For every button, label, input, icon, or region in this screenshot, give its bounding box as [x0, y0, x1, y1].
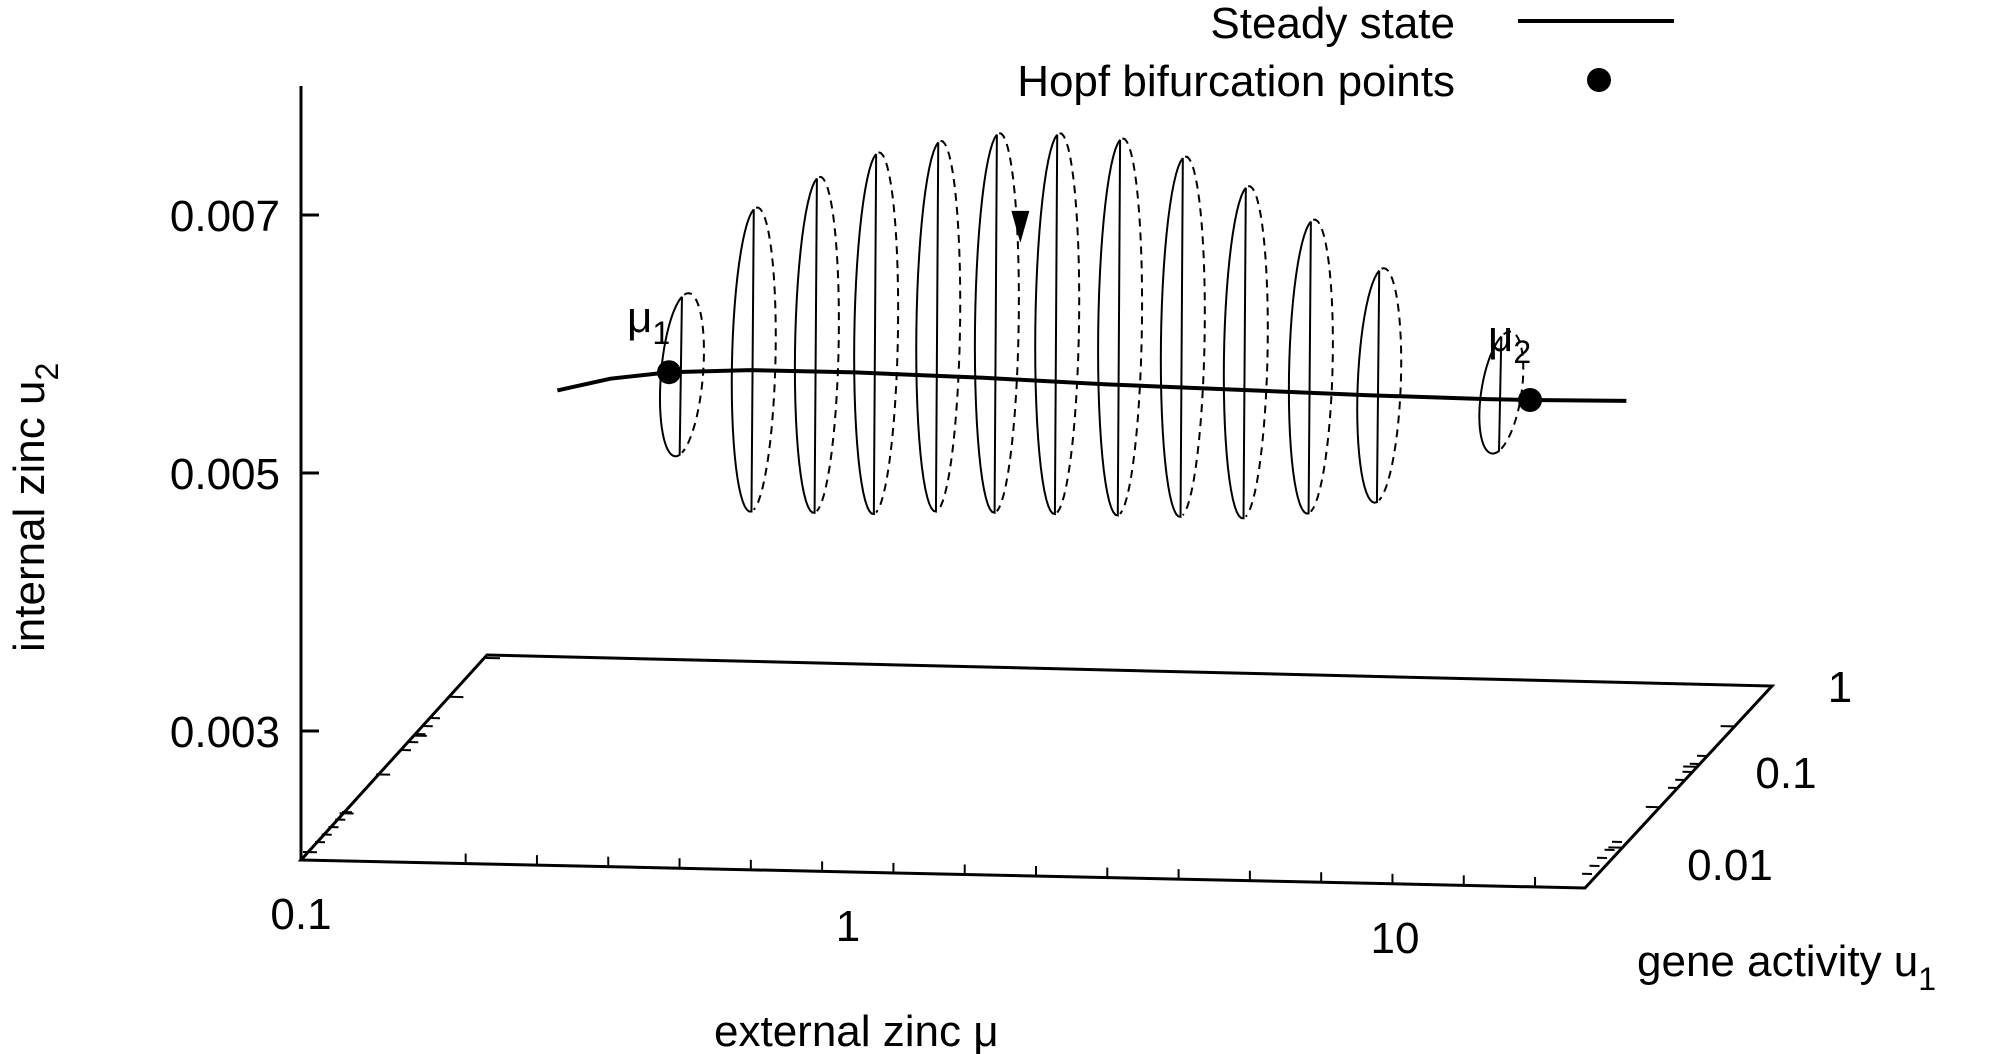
limit-cycles: [658, 132, 1525, 520]
limit-cycle-back: [1119, 137, 1144, 515]
limit-cycle-front: [1478, 335, 1503, 455]
hopf-annotation-symbol: μ: [627, 293, 652, 342]
z-axis-ticks: 0.007 0.005 0.003: [170, 192, 319, 757]
y-axis-title-sub: 1: [1918, 961, 1936, 997]
hopf-point: [1518, 388, 1543, 413]
annotations-layer: μ1 μ2: [627, 210, 1531, 370]
limit-cycle-front: [853, 153, 878, 516]
y-axis-ticks: 10.1 0.01: [1687, 663, 1852, 890]
limit-cycle-front: [1097, 139, 1122, 517]
legend: Steady state Hopf bifurcation points: [1017, 0, 1674, 106]
flow-arrow: [1011, 210, 1030, 243]
limit-cycle-front: [658, 296, 683, 458]
y-tick-label: 0.1: [1755, 749, 1816, 798]
hopf-points-layer: [657, 360, 1543, 413]
legend-label-steady-state: Steady state: [1210, 0, 1455, 48]
x-axis-ticks: 0.1 1 10: [270, 890, 1419, 963]
limit-cycle-back: [996, 132, 1020, 512]
limit-cycle-front: [1287, 220, 1312, 515]
limit-cycle-back: [1182, 155, 1206, 516]
limit-cycle-back: [1244, 185, 1269, 518]
floor-plane: [297, 653, 1776, 890]
x-axis-title: external zinc μ: [714, 1007, 999, 1054]
x-tick-label: 0.1: [270, 890, 331, 939]
limit-cycle-back: [1378, 267, 1403, 501]
z-axis-title-sub: 2: [29, 363, 65, 381]
y-axis-title-main: gene activity u: [1637, 937, 1918, 986]
z-axis-title: internal zinc u2: [5, 363, 65, 652]
limit-cycle-front: [915, 141, 940, 513]
limit-cycle-front: [730, 208, 755, 513]
limit-cycle-back: [681, 292, 705, 454]
limit-cycle-front: [1159, 157, 1184, 519]
hopf-annotation: μ1: [627, 293, 670, 351]
limit-cycle-front: [1356, 270, 1381, 504]
limit-cycle-front: [973, 134, 998, 515]
y-tick-label: 1: [1828, 663, 1852, 712]
z-tick-label: 0.003: [170, 708, 280, 757]
hopf-point: [657, 360, 682, 385]
x-tick-label: 1: [836, 902, 860, 951]
z-tick-label: 0.005: [170, 450, 280, 499]
y-axis-title: gene activity u1: [1637, 937, 1936, 997]
limit-cycle-back: [937, 139, 962, 511]
floor-minor-ticks: [302, 657, 1773, 889]
z-axis-title-main: internal zinc u: [5, 381, 54, 652]
hopf-annotation-symbol: μ: [1488, 312, 1513, 361]
x-tick-label: 10: [1371, 914, 1420, 963]
limit-cycle-back: [816, 175, 840, 512]
legend-hopf-points-swatch: [1587, 68, 1611, 92]
hopf-annotation: μ2: [1488, 312, 1531, 370]
limit-cycle-front: [1034, 134, 1059, 516]
limit-cycle-back: [1056, 132, 1081, 514]
limit-cycle-back: [752, 206, 777, 511]
legend-label-hopf-points: Hopf bifurcation points: [1017, 57, 1455, 106]
steady-state-layer: [556, 368, 1627, 403]
axes-frame: [297, 86, 1776, 890]
limit-cycle-front: [1222, 187, 1247, 520]
steady-state-line: [556, 368, 1627, 403]
limit-cycle-back: [875, 151, 900, 514]
limit-cycle-front: [793, 177, 818, 514]
hopf-annotation-sub: 2: [1513, 334, 1531, 370]
z-tick-label: 0.007: [170, 192, 280, 241]
y-tick-label: 0.01: [1687, 841, 1773, 890]
hopf-annotation-sub: 1: [652, 315, 670, 351]
limit-cycle-back: [1310, 218, 1334, 513]
